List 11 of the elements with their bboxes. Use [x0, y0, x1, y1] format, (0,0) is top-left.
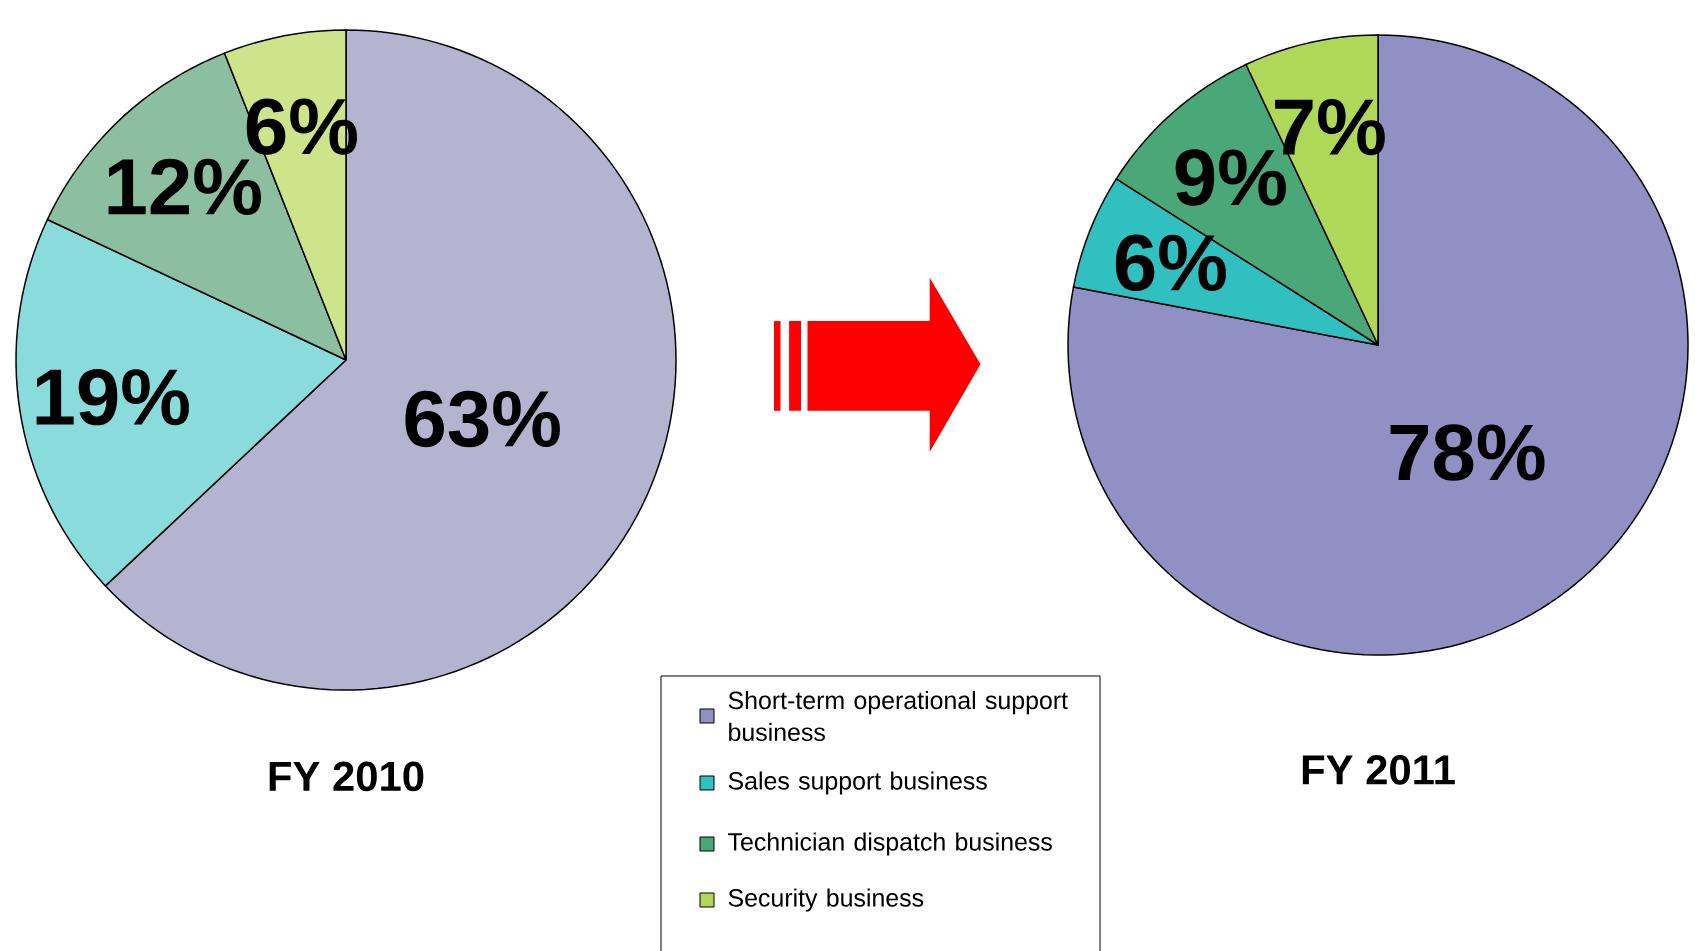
legend-label: Security business	[728, 888, 924, 912]
data-label: 6%	[1115, 234, 1226, 292]
data-label: 63%	[405, 390, 560, 448]
legend-label: Technician dispatch business	[728, 832, 1052, 856]
data-label: 19%	[36, 368, 189, 426]
data-label: 12%	[108, 158, 261, 215]
legend-label: Short-term operational support business	[728, 690, 1068, 742]
text: FY 2011	[1302, 755, 1455, 785]
text: FY 2010	[269, 761, 424, 792]
data-label: 78%	[1390, 424, 1545, 481]
legend-label: Sales support business	[728, 771, 987, 795]
